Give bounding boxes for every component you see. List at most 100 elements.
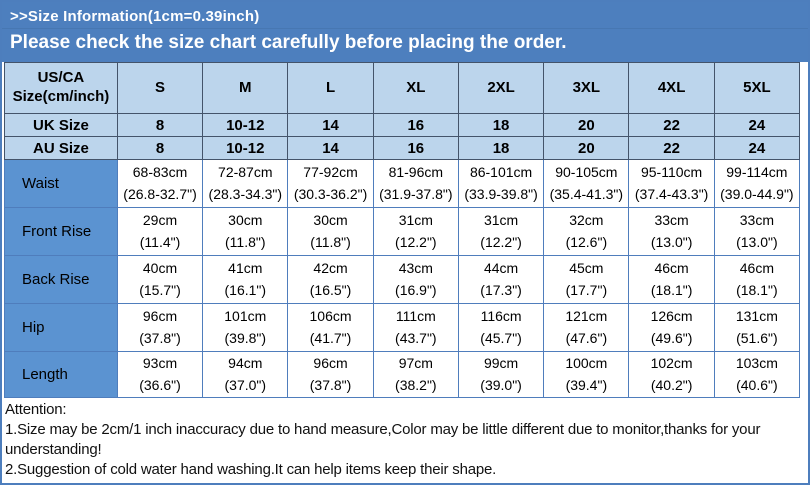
measurement-inch: (40.6") xyxy=(736,376,778,393)
measurement-cm: 31cm xyxy=(483,211,519,228)
measurement-inch: (37.8") xyxy=(309,376,352,393)
measurement-cell: 42cm (16.5") xyxy=(287,255,374,304)
measurement-cell: 111cm (43.7") xyxy=(372,303,459,352)
measurement-inch: (16.5") xyxy=(309,281,352,298)
measurement-cm: 100cm xyxy=(565,355,608,371)
measurement-cm: 33cm xyxy=(739,211,774,228)
measurement-cm: 99-114cm xyxy=(726,163,788,180)
measurement-inch: (13.0") xyxy=(650,233,693,250)
measurement-inch: (12.6") xyxy=(565,233,608,250)
measurement-inch: (39.0") xyxy=(480,376,522,393)
region-size-cell: 22 xyxy=(628,136,715,160)
measurement-cm: 102cm xyxy=(650,355,693,371)
measurement-inch: (16.1") xyxy=(224,281,267,298)
measurement-row-label: Waist xyxy=(4,159,118,208)
size-chart-table: US/CA Size(cm/inch) S M L XL 2XL 3XL 4XL 5XL UK S… xyxy=(4,62,801,399)
measurement-cell: 81-96cm (31.9-37.8") xyxy=(372,159,459,208)
measurement-cm: 131cm xyxy=(735,307,778,324)
measurement-cell: 44cm (17.3") xyxy=(457,255,545,304)
measurement-cm: 126cm xyxy=(650,307,693,324)
measurement-cm: 46cm xyxy=(739,259,774,276)
measurement-row: Waist 68-83cm (26.8-32.7") 72-87cm (28.3-34.… xyxy=(4,159,801,208)
measurement-inch: (15.7") xyxy=(139,281,181,298)
region-row-label: UK Size xyxy=(4,113,118,137)
measurement-cm: 33cm xyxy=(654,211,689,228)
measurement-inch: (13.0") xyxy=(736,233,778,250)
measurement-inch: (39.8") xyxy=(224,329,267,346)
region-size-row: UK Size 8 10-12 14 16 18 20 22 24 xyxy=(4,113,801,137)
measurement-cell: 46cm (18.1") xyxy=(628,255,715,304)
measurement-row: Hip 96cm (37.8") 101cm (39.8") 106cm (41.7") 11… xyxy=(4,303,801,352)
measurement-inch: (37.8") xyxy=(139,329,181,346)
region-size-row: AU Size 8 10-12 14 16 18 20 22 24 xyxy=(4,136,801,160)
measurement-cm: 96cm xyxy=(142,307,178,324)
measurement-inch: (30.3-36.2") xyxy=(293,185,368,202)
measurement-inch: (38.2") xyxy=(395,376,437,393)
measurement-cm: 32cm xyxy=(569,211,604,228)
measurement-inch: (11.4") xyxy=(139,233,181,250)
measurement-inch: (26.8-32.7") xyxy=(123,185,197,202)
measurement-cell: 121cm (47.6") xyxy=(543,303,630,352)
region-size-cell: 20 xyxy=(543,113,630,137)
measurement-cm: 101cm xyxy=(224,307,267,324)
measurement-cell: 31cm (12.2") xyxy=(457,207,545,256)
region-size-cell: 10-12 xyxy=(202,113,289,137)
measurement-cell: 29cm (11.4") xyxy=(116,207,204,256)
attention-note-2: 2.Suggestion of cold water hand washing.… xyxy=(5,461,497,479)
measurement-cm: 30cm xyxy=(228,211,263,228)
size-chart-warning: Please check the size chart carefully be… xyxy=(10,32,567,53)
attention-section: Attention: 1.Size may be 2cm/1 inch inac… xyxy=(2,398,808,480)
measurement-cell: 94cm (37.0") xyxy=(202,350,289,399)
region-size-cell: 18 xyxy=(457,136,545,160)
measurement-cm: 44cm xyxy=(483,259,519,276)
measurement-inch: (36.6") xyxy=(139,376,181,393)
size-information-title: >>Size Information(1cm=0.39inch) xyxy=(2,2,808,29)
measurement-cm: 111cm xyxy=(395,307,436,324)
attention-note-1: 1.Size may be 2cm/1 inch inaccuracy due … xyxy=(5,421,761,459)
region-size-cell: 14 xyxy=(287,113,374,137)
measurement-inch: (12.2") xyxy=(480,233,522,250)
region-size-cell: 14 xyxy=(287,136,374,160)
measurement-cm: 97cm xyxy=(398,355,433,371)
measurement-cm: 31cm xyxy=(398,211,433,228)
size-col-header: 4XL xyxy=(628,62,715,114)
measurement-inch: (11.8") xyxy=(310,233,351,250)
measurement-cm: 95-110cm xyxy=(640,163,703,180)
measurement-cell: 126cm (49.6") xyxy=(628,303,715,352)
measurement-cell: 131cm (51.6") xyxy=(713,303,801,352)
measurement-inch: (39.0-44.9") xyxy=(720,185,794,202)
measurement-inch: (41.7") xyxy=(309,329,352,346)
measurement-cell: 106cm (41.7") xyxy=(287,303,374,352)
measurement-cell: 99-114cm (39.0-44.9") xyxy=(713,159,801,208)
measurement-row: Front Rise 29cm (11.4") 30cm (11.8") 30cm (11.… xyxy=(4,207,801,256)
measurement-cm: 29cm xyxy=(142,211,178,228)
measurement-cell: 93cm (36.6") xyxy=(116,350,204,399)
measurement-cm: 45cm xyxy=(569,259,604,276)
measurement-row: Length 93cm (36.6") 94cm (37.0") 96cm (37.8") 9… xyxy=(4,350,801,399)
measurement-cell: 96cm (37.8") xyxy=(287,350,374,399)
size-col-header: M xyxy=(202,62,289,114)
measurement-cell: 43cm (16.9") xyxy=(372,255,459,304)
corner-label-cell: US/CA Size(cm/inch) xyxy=(4,62,118,114)
region-size-cell: 8 xyxy=(116,136,204,160)
region-size-cell: 10-12 xyxy=(202,136,289,160)
measurement-inch: (16.9") xyxy=(395,281,437,298)
region-size-cell: 24 xyxy=(713,113,801,137)
measurement-inch: (37.4-43.3") xyxy=(634,185,709,202)
measurement-cm: 40cm xyxy=(142,259,178,276)
measurement-cell: 86-101cm (33.9-39.8") xyxy=(457,159,545,208)
measurement-inch: (18.1") xyxy=(650,281,693,298)
measurement-cm: 46cm xyxy=(654,259,689,276)
measurement-cm: 93cm xyxy=(142,355,178,371)
measurement-inch: (11.8") xyxy=(225,233,266,250)
measurement-inch: (39.4") xyxy=(565,376,608,393)
region-row-label: AU Size xyxy=(4,136,118,160)
measurement-inch: (45.7") xyxy=(480,329,522,346)
measurement-inch: (47.6") xyxy=(565,329,608,346)
size-col-header: XL xyxy=(372,62,459,114)
measurement-cell: 40cm (15.7") xyxy=(116,255,204,304)
region-size-cell: 18 xyxy=(457,113,545,137)
measurement-cell: 96cm (37.8") xyxy=(116,303,204,352)
measurement-cm: 99cm xyxy=(483,355,519,371)
measurement-cell: 33cm (13.0") xyxy=(713,207,801,256)
